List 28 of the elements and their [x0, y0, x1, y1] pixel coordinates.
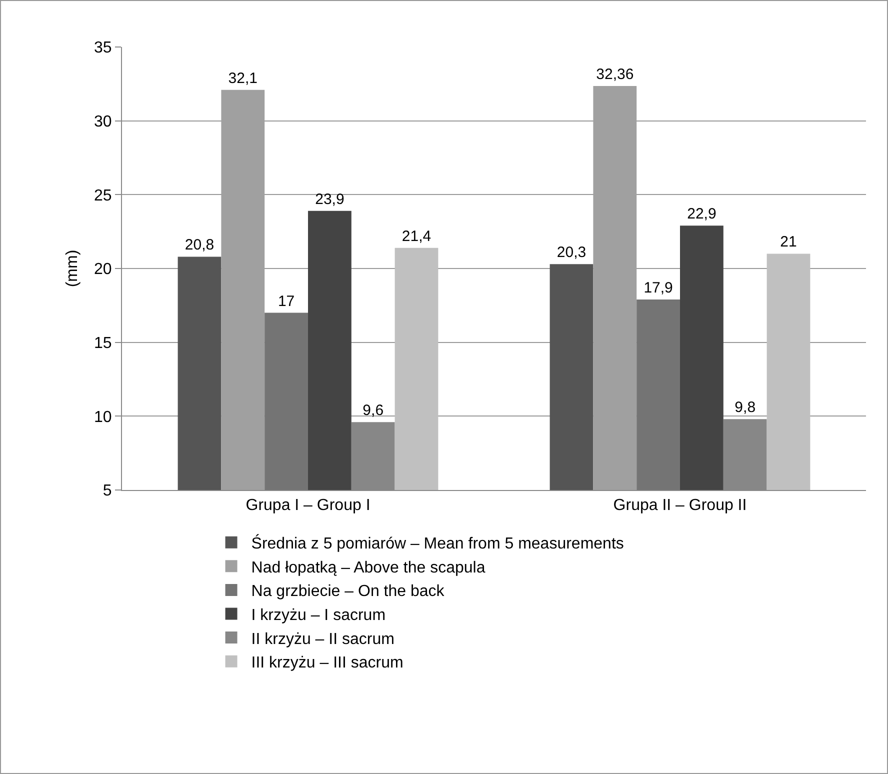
legend-label: Średnia z 5 pomiarów – Mean from 5 measurements	[251, 534, 624, 553]
data-label: 17	[278, 292, 295, 310]
legend-label: II krzyżu – II sacrum	[251, 630, 394, 648]
data-label: 32,1	[228, 70, 258, 87]
data-label: 20,8	[184, 236, 214, 254]
legend-label: Nad łopatką – Above the scapula	[251, 559, 486, 576]
data-label: 21,4	[402, 228, 432, 245]
y-tick-label: 5	[102, 482, 112, 500]
y-axis-title: (mm)	[64, 250, 81, 288]
y-tick-label: 25	[94, 187, 112, 204]
y-tick-label: 20	[94, 261, 112, 278]
legend-label: III krzyżu – III sacrum	[251, 654, 404, 672]
data-label: 9,8	[734, 399, 756, 416]
x-tick-label: Grupa I – Group I	[246, 497, 370, 514]
data-label: 32,36	[596, 66, 634, 83]
y-tick-label: 30	[94, 113, 112, 130]
data-label: 9,6	[362, 402, 384, 420]
y-tick-label: 15	[94, 334, 112, 352]
data-label: 22,9	[687, 206, 716, 223]
legend-label: I krzyżu – I sacrum	[251, 606, 386, 624]
data-label: 17,9	[644, 280, 673, 297]
data-label: 23,9	[315, 190, 344, 208]
data-label: 21	[780, 234, 797, 251]
data-label: 20,3	[556, 244, 586, 262]
y-tick-label: 10	[94, 408, 112, 426]
x-tick-label: Grupa II – Group II	[613, 497, 747, 514]
legend-label: Na grzbiecie – On the back	[251, 583, 446, 600]
y-tick-label: 35	[94, 40, 112, 57]
